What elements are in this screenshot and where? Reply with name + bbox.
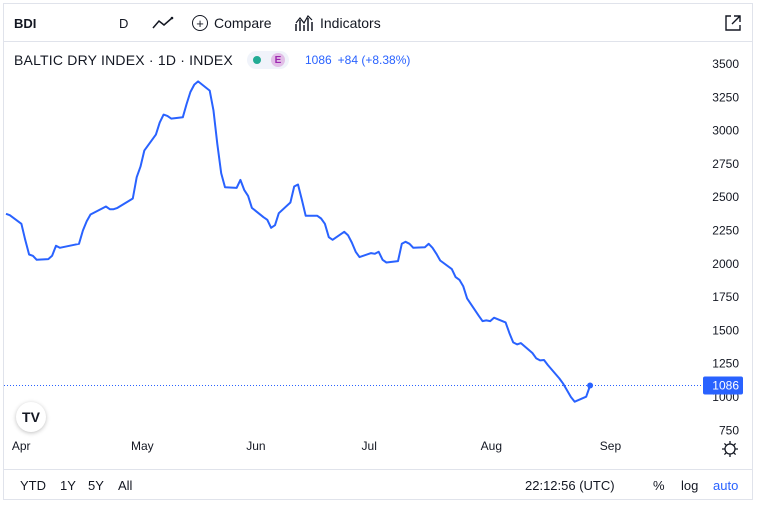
fullscreen-icon xyxy=(725,15,741,31)
y-tick-label: 3500 xyxy=(712,57,739,71)
clock-time[interactable]: 22:12:56 (UTC) xyxy=(525,478,615,493)
x-tick-label: May xyxy=(131,439,154,453)
plus-circle-icon: + xyxy=(192,15,208,31)
last-price: 1086 xyxy=(304,53,332,67)
y-tick-label: 2500 xyxy=(712,190,739,204)
compare-label: Compare xyxy=(214,15,272,31)
x-tick-label: Apr xyxy=(12,439,31,453)
data-badge: E xyxy=(270,53,285,67)
auto-toggle[interactable]: auto xyxy=(713,478,739,493)
status-pill[interactable]: E xyxy=(246,51,289,69)
last-price-label: 1086 xyxy=(703,376,743,395)
log-toggle[interactable]: log xyxy=(681,478,699,493)
y-tick-label: 3250 xyxy=(712,90,739,104)
y-tick-label: 3000 xyxy=(712,124,739,138)
series-line xyxy=(5,80,592,403)
compare-button[interactable]: + Compare xyxy=(192,4,272,42)
price-chart[interactable]: Apr May Jun Jul Aug Sep 3500 3250 3000 2750 2500 2… xyxy=(4,4,752,469)
range-ytd[interactable]: YTD xyxy=(20,478,46,493)
y-tick-label: 750 xyxy=(719,423,739,437)
chart-widget: BDI D + Compare Indicators BALTIC DRY IN… xyxy=(3,3,753,500)
bottom-toolbar: YTD 1Y 5Y All 22:12:56 (UTC) % log auto xyxy=(4,469,752,501)
series-title: BALTIC DRY INDEX · 1D · INDEX xyxy=(14,52,233,68)
y-tick-label: 2000 xyxy=(712,257,739,271)
y-tick-label: 1750 xyxy=(712,290,739,304)
market-status-icon xyxy=(252,56,261,64)
line-chart-type-icon[interactable] xyxy=(152,4,174,42)
range-1y[interactable]: 1Y xyxy=(60,478,76,493)
indicators-label: Indicators xyxy=(320,15,381,31)
x-tick-label: Sep xyxy=(600,439,622,453)
range-all[interactable]: All xyxy=(118,478,133,493)
price-change: +84 (+8.38%) xyxy=(337,53,411,67)
series-legend: BALTIC DRY INDEX · 1D · INDEX E 1086 +84… xyxy=(14,49,410,71)
y-tick-label: 2750 xyxy=(712,157,739,171)
top-toolbar: BDI D + Compare Indicators xyxy=(4,4,752,42)
range-5y[interactable]: 5Y xyxy=(88,478,104,493)
fullscreen-button[interactable] xyxy=(724,4,742,42)
interval-selector[interactable]: D xyxy=(119,15,129,31)
symbol-search[interactable]: BDI xyxy=(14,15,37,31)
y-tick-label: 1500 xyxy=(712,323,739,337)
tradingview-logo[interactable]: TV xyxy=(16,402,46,432)
settings-gear-icon[interactable] xyxy=(722,441,738,457)
indicators-button[interactable]: Indicators xyxy=(294,4,381,42)
y-tick-label: 2250 xyxy=(712,224,739,238)
y-tick-label: 1250 xyxy=(712,357,739,371)
svg-text:1086: 1086 xyxy=(712,379,739,393)
x-tick-label: Jun xyxy=(246,439,265,453)
x-tick-label: Aug xyxy=(481,439,502,453)
x-tick-label: Jul xyxy=(362,439,377,453)
last-point-marker xyxy=(587,382,594,389)
percent-toggle[interactable]: % xyxy=(653,478,665,493)
indicators-icon xyxy=(295,15,313,31)
